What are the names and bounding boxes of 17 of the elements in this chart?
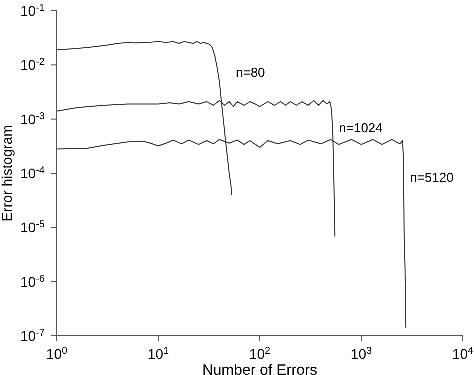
x-tick-label: 10$^{3}$: [350, 346, 373, 362]
x-tick-label: 10$^{4}$: [452, 346, 474, 362]
annotation: n=5120: [410, 170, 454, 186]
y-tick-label: 10$^{-4}$: [20, 165, 46, 182]
y-tick-label: 10$^{-5}$: [20, 219, 46, 236]
y-tick-label: 10$^{-2}$: [20, 56, 46, 74]
y-tick-label: 10$^{-6}$: [20, 273, 46, 290]
y-tick-label: 10$^{-3}$: [20, 110, 46, 128]
x-tick-label: 10$^{2}$: [249, 346, 272, 362]
y-tick-label: 10$^{-7}$: [20, 328, 46, 344]
annotation: n=80: [236, 65, 266, 80]
x-tick-label: 10$^{0}$: [46, 346, 68, 362]
annotation: n=1024: [339, 120, 383, 136]
x-tick-label: 10$^{1}$: [148, 346, 170, 362]
x-axis-title: Number of Errors: [202, 362, 318, 375]
y-tick-label: 10$^{-1}$: [20, 2, 46, 19]
y-axis-title: Error histogram: [0, 125, 15, 222]
